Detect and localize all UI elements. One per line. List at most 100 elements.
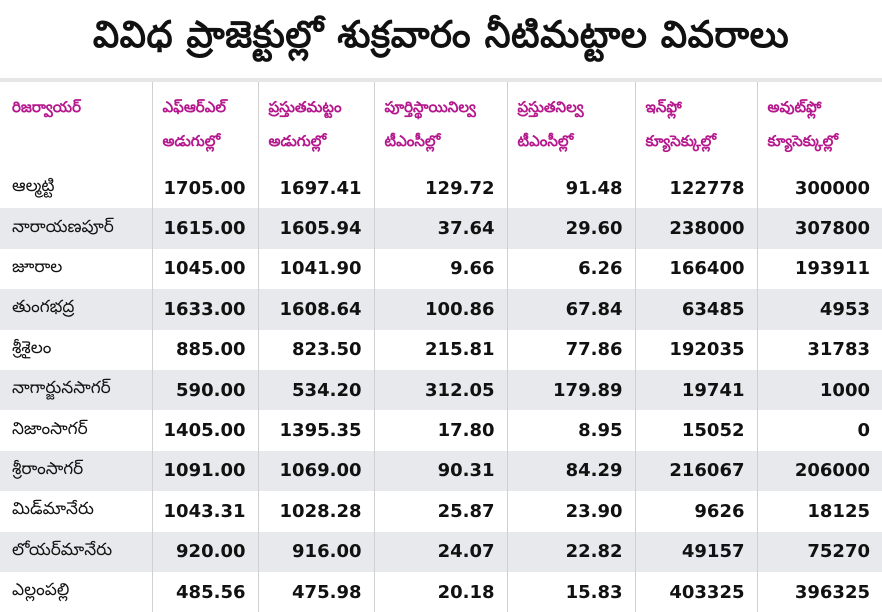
column-header-line1: ప్రస్తుతనిల్వ <box>517 98 584 116</box>
table-row: ఎల్లంపల్లి 485.56 475.98 20.18 15.83 403325 39… <box>0 571 882 612</box>
column-header-line2: క్యూసెక్కుల్లో <box>645 132 717 150</box>
outflow-cell: 307800 <box>756 208 882 249</box>
column-header-line2: క్యూసెక్కుల్లో <box>767 132 839 150</box>
reservoir-name-cell: ఎల్లంపల్లి <box>12 580 70 601</box>
current-storage-cell: 179.89 <box>506 369 635 411</box>
column-header-line1: ప్రస్తుతమట్టం <box>268 98 342 116</box>
column-header-full-storage-tmc: పూర్తిస్థాయినిల్వ టీఎంసీల్లో <box>373 82 507 168</box>
column-header-line1: పూర్తిస్థాయినిల్వ <box>384 98 476 116</box>
inflow-cell: 403325 <box>634 571 757 612</box>
current-storage-cell: 91.48 <box>506 168 635 209</box>
full-storage-cell: 312.05 <box>373 369 507 411</box>
current-storage-cell: 23.90 <box>506 491 635 532</box>
current-storage-cell: 84.29 <box>506 450 635 492</box>
full-storage-cell: 9.66 <box>373 248 507 290</box>
current-level-cell: 534.20 <box>257 369 374 411</box>
current-level-cell: 823.50 <box>257 329 374 370</box>
column-header-inflow-cusecs: ఇన్‌ఫ్లో క్యూసెక్కుల్లో <box>634 82 757 168</box>
outflow-cell: 31783 <box>756 329 882 370</box>
table-row: లోయర్‌మానేరు 920.00 916.00 24.07 22.82 49157 7… <box>0 531 882 572</box>
column-header-line2: అడుగుల్లో <box>162 132 221 150</box>
current-storage-cell: 15.83 <box>506 571 635 612</box>
outflow-cell: 206000 <box>756 450 882 492</box>
reservoir-name-cell: లోయర్‌మానేరు <box>12 539 113 560</box>
column-header-line2: అడుగుల్లో <box>268 132 327 150</box>
full-storage-cell: 24.07 <box>373 531 507 572</box>
current-level-cell: 1605.94 <box>257 208 374 249</box>
table-row: మిడ్‌మానేరు 1043.31 1028.28 25.87 23.90 9626 1… <box>0 491 882 532</box>
frl-cell: 1045.00 <box>151 248 258 290</box>
page-title: వివిధ ప్రాజెక్టుల్లో శుక్రవారం నీటిమట్టా… <box>92 13 790 56</box>
current-level-cell: 1395.35 <box>257 410 374 451</box>
column-header-line2: టీఎంసీల్లో <box>384 132 441 150</box>
frl-cell: 885.00 <box>151 329 258 370</box>
table-row: శ్రీశైలం 885.00 823.50 215.81 77.86 192035 317… <box>0 329 882 370</box>
header-row: రిజర్వాయర్ ఎఫ్‌ఆర్‌ఎల్ అడుగుల్లో ప్రస్తు… <box>0 82 882 168</box>
current-level-cell: 475.98 <box>257 571 374 612</box>
current-storage-cell: 6.26 <box>506 248 635 290</box>
table-header: రిజర్వాయర్ ఎఫ్‌ఆర్‌ఎల్ అడుగుల్లో ప్రస్తు… <box>0 82 882 168</box>
title-bar: వివిధ ప్రాజెక్టుల్లో శుక్రవారం నీటిమట్టా… <box>0 0 882 82</box>
full-storage-cell: 129.72 <box>373 168 507 209</box>
outflow-cell: 396325 <box>756 571 882 612</box>
column-header-current-storage-tmc: ప్రస్తుతనిల్వ టీఎంసీల్లో <box>506 82 635 168</box>
current-storage-cell: 29.60 <box>506 208 635 249</box>
column-header-line1: అవుట్‌ఫ్లో <box>767 98 822 116</box>
inflow-cell: 49157 <box>634 531 757 572</box>
full-storage-cell: 90.31 <box>373 450 507 492</box>
table-row: ఆల్మట్టి 1705.00 1697.41 129.72 91.48 122778 3… <box>0 168 882 209</box>
full-storage-cell: 25.87 <box>373 491 507 532</box>
inflow-cell: 63485 <box>634 289 757 330</box>
frl-cell: 1405.00 <box>151 410 258 451</box>
outflow-cell: 4953 <box>756 289 882 330</box>
table-row: శ్రీరాంసాగర్ 1091.00 1069.00 90.31 84.29 2160… <box>0 450 882 492</box>
reservoir-name-cell: నిజాంసాగర్ <box>12 418 88 439</box>
reservoir-name-cell: తుంగభద్ర <box>12 297 75 318</box>
reservoir-name-cell: ఆల్మట్టి <box>12 176 55 197</box>
current-level-cell: 1041.90 <box>257 248 374 290</box>
current-storage-cell: 77.86 <box>506 329 635 370</box>
frl-cell: 590.00 <box>151 369 258 411</box>
outflow-cell: 18125 <box>756 491 882 532</box>
full-storage-cell: 37.64 <box>373 208 507 249</box>
frl-cell: 1091.00 <box>151 450 258 492</box>
inflow-cell: 216067 <box>634 450 757 492</box>
inflow-cell: 19741 <box>634 369 757 411</box>
inflow-cell: 238000 <box>634 208 757 249</box>
outflow-cell: 0 <box>756 410 882 451</box>
reservoir-name-cell: నారాయణపూర్ <box>12 216 114 237</box>
reservoir-name-cell: జూరాల <box>12 256 63 277</box>
current-storage-cell: 67.84 <box>506 289 635 330</box>
frl-cell: 1043.31 <box>151 491 258 532</box>
reservoir-name-cell: మిడ్‌మానేరు <box>12 499 94 520</box>
outflow-cell: 1000 <box>756 369 882 411</box>
current-level-cell: 1028.28 <box>257 491 374 532</box>
frl-cell: 485.56 <box>151 571 258 612</box>
outflow-cell: 75270 <box>756 531 882 572</box>
full-storage-cell: 100.86 <box>373 289 507 330</box>
current-level-cell: 1697.41 <box>257 168 374 209</box>
frl-cell: 1615.00 <box>151 208 258 249</box>
reservoir-name-cell: శ్రీరాంసాగర్ <box>12 458 84 479</box>
table-row: తుంగభద్ర 1633.00 1608.64 100.86 67.84 63485 49… <box>0 289 882 330</box>
current-level-cell: 1608.64 <box>257 289 374 330</box>
table-body: ఆల్మట్టి 1705.00 1697.41 129.72 91.48 122778 3… <box>0 168 882 612</box>
table-row: నారాయణపూర్ 1615.00 1605.94 37.64 29.60 238000… <box>0 208 882 249</box>
current-level-cell: 1069.00 <box>257 450 374 492</box>
current-storage-cell: 22.82 <box>506 531 635 572</box>
inflow-cell: 9626 <box>634 491 757 532</box>
inflow-cell: 15052 <box>634 410 757 451</box>
current-storage-cell: 8.95 <box>506 410 635 451</box>
table-row: నాగార్జునసాగర్ 590.00 534.20 312.05 179.89 19… <box>0 369 882 411</box>
inflow-cell: 122778 <box>634 168 757 209</box>
reservoir-name-cell: నాగార్జునసాగర్ <box>12 378 111 399</box>
column-header-reservoir: రిజర్వాయర్ <box>0 82 152 168</box>
frl-cell: 1633.00 <box>151 289 258 330</box>
current-level-cell: 916.00 <box>257 531 374 572</box>
reservoir-table: రిజర్వాయర్ ఎఫ్‌ఆర్‌ఎల్ అడుగుల్లో ప్రస్తు… <box>0 82 882 612</box>
column-header-line1: రిజర్వాయర్ <box>12 98 81 116</box>
column-header-current-level-feet: ప్రస్తుతమట్టం అడుగుల్లో <box>257 82 374 168</box>
column-header-outflow-cusecs: అవుట్‌ఫ్లో క్యూసెక్కుల్లో <box>756 82 882 168</box>
frl-cell: 1705.00 <box>151 168 258 209</box>
